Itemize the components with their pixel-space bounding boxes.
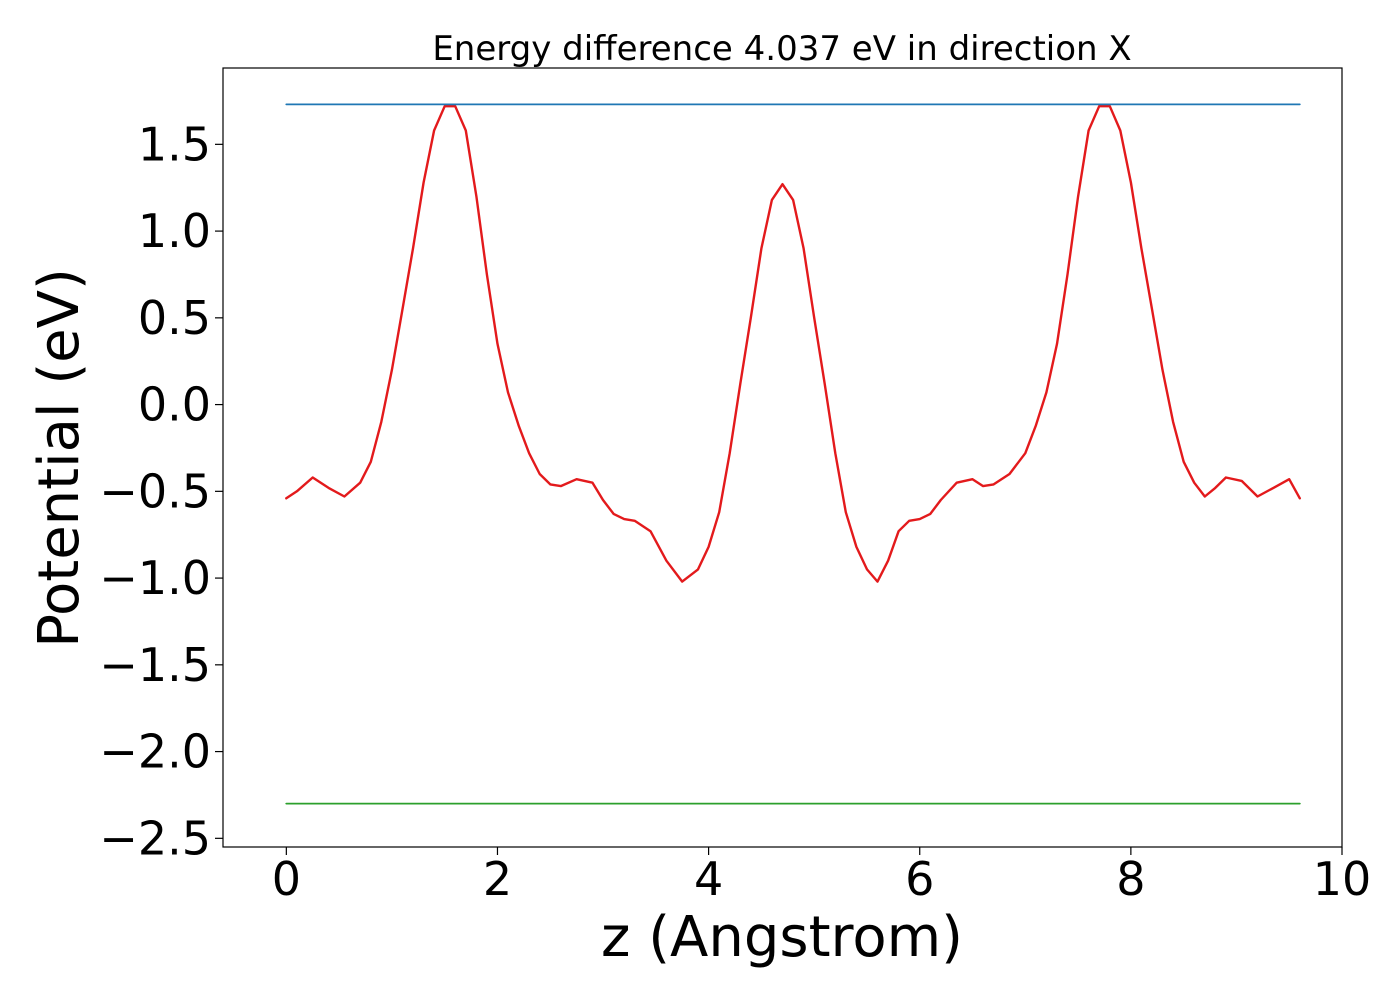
y-tick-label: −0.5 [99,464,211,518]
y-axis-label: Potential (eV) [27,268,92,648]
x-tick-label: 2 [483,852,512,906]
y-tick-label: −2.0 [99,725,211,779]
plot-frame [222,67,1343,848]
y-axis-ticks: −2.5 −2.0 −1.5 −1.0 −0.5 0.0 0.5 1.0 1.5 [99,117,223,865]
y-tick-label: 1.0 [138,204,211,258]
plot-lines [285,103,1302,805]
y-tick-label: −1.0 [99,551,211,605]
x-axis-label: z (Angstrom) [601,905,963,970]
y-tick-label: 1.5 [138,117,211,171]
y-tick-label: −2.5 [99,811,211,865]
x-tick-label: 0 [272,852,301,906]
x-axis-ticks: 0 2 4 6 8 10 [272,847,1372,906]
chart-title: Energy difference 4.037 eV in direction … [432,29,1131,69]
y-tick-label: 0.5 [138,291,211,345]
series-line-0 [285,104,1302,583]
y-tick-label: −1.5 [99,638,211,692]
x-tick-label: 10 [1313,852,1372,906]
y-tick-label: 0.0 [138,378,211,432]
x-tick-label: 8 [1116,852,1145,906]
x-tick-label: 6 [905,852,934,906]
x-tick-label: 4 [694,852,723,906]
